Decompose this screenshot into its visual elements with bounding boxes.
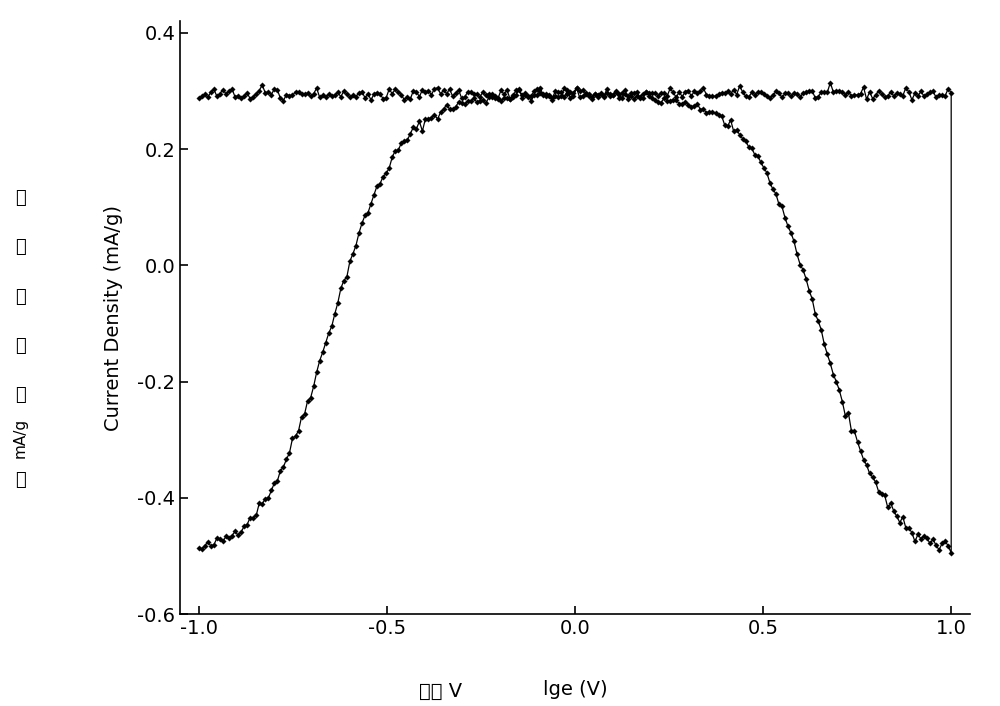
Text: （: （: [15, 386, 25, 405]
Text: 度: 度: [15, 337, 25, 355]
Text: mA/g: mA/g: [12, 418, 28, 457]
Text: 密: 密: [15, 287, 25, 306]
Text: 电压 V: 电压 V: [419, 683, 462, 702]
X-axis label: lge (V): lge (V): [543, 680, 607, 699]
Text: 流: 流: [15, 238, 25, 256]
Y-axis label: Current Density (mA/g): Current Density (mA/g): [104, 205, 123, 431]
Text: ）: ）: [15, 471, 25, 489]
Text: 电: 电: [15, 189, 25, 207]
